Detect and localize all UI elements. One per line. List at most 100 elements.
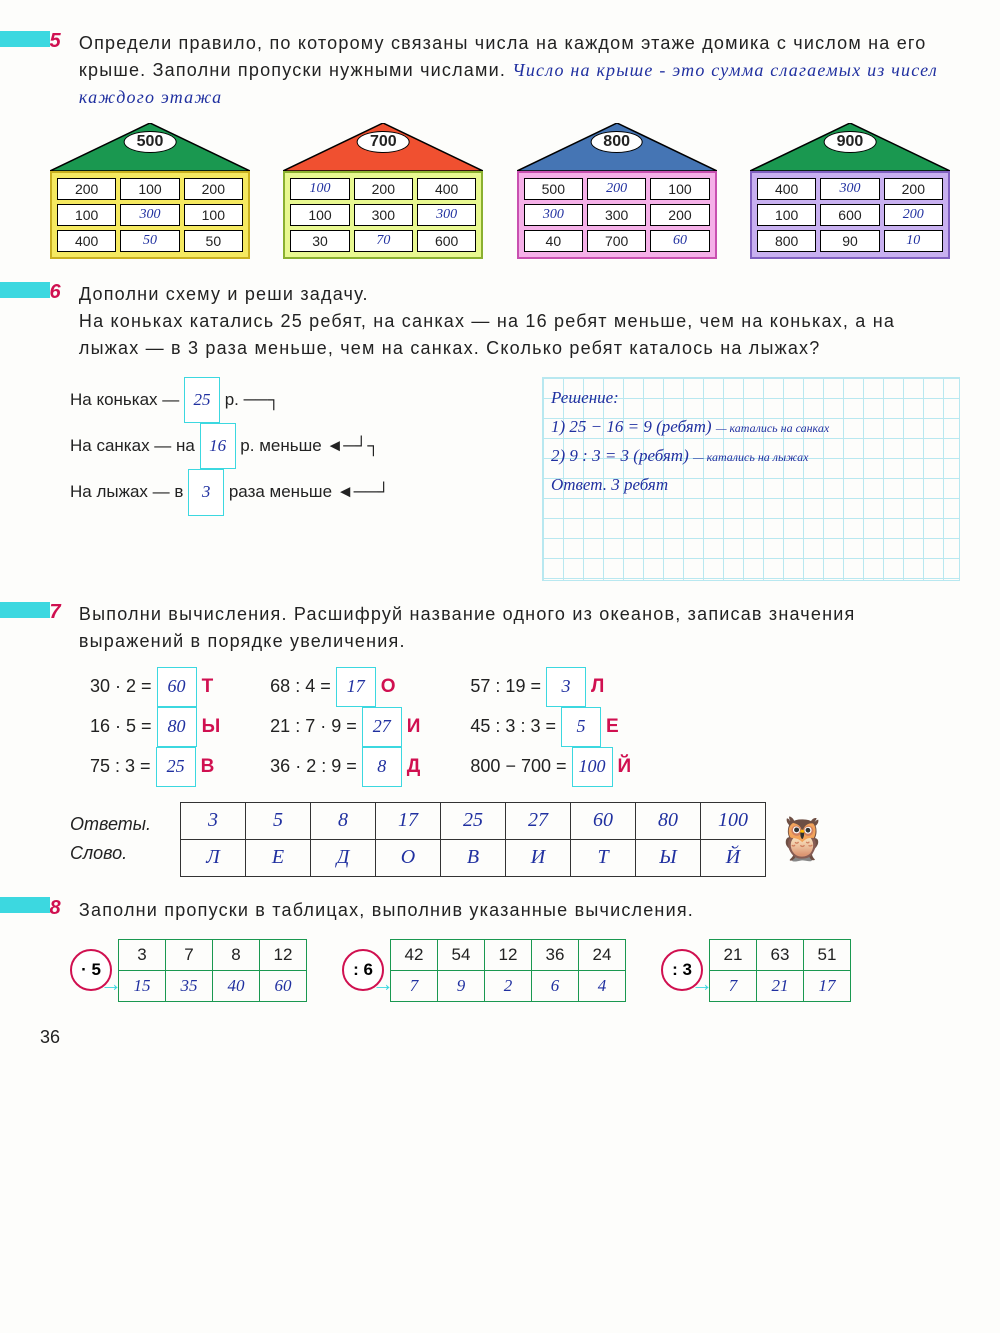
- house-cell: 100: [184, 204, 243, 226]
- cell: 42: [391, 939, 438, 970]
- accent-bar: [0, 31, 50, 47]
- roof-label: 500: [124, 131, 177, 153]
- house-cell: 30: [290, 230, 349, 252]
- equation: 45 : 3 : 3 = 5 Е: [470, 707, 631, 747]
- house-cell: 800: [757, 230, 816, 252]
- answer-cell: 100: [701, 802, 766, 839]
- house-cell: 40: [524, 230, 583, 252]
- cell: 2: [485, 970, 532, 1001]
- house: 500 2001002001003001004005050: [50, 123, 250, 259]
- house-cell: 400: [757, 178, 816, 200]
- cell: 12: [260, 939, 307, 970]
- word-row: ЛЕДОВИТЫЙ: [181, 839, 766, 876]
- house-cell: 100: [57, 204, 116, 226]
- equation: 68 : 4 = 17 О: [270, 667, 420, 707]
- cell: 6: [532, 970, 579, 1001]
- house-cell: 200: [884, 204, 943, 226]
- roof-label: 900: [824, 131, 877, 153]
- equation: 36 · 2 : 9 = 8 Д: [270, 747, 420, 787]
- equation: 75 : 3 = 25 В: [90, 747, 220, 787]
- word-cell: Ы: [636, 839, 701, 876]
- house-cell: 200: [354, 178, 413, 200]
- task-8: 8 Заполни пропуски в таблицах, выполнив …: [40, 897, 960, 1002]
- calc-table: 425412362479264: [390, 939, 626, 1002]
- house-cell: 200: [587, 178, 646, 200]
- house-cell: 500: [524, 178, 583, 200]
- house-cell: 200: [650, 204, 709, 226]
- answer-cell: 8: [311, 802, 376, 839]
- word-cell: Т: [571, 839, 636, 876]
- equation: 16 · 5 = 80 Ы: [90, 707, 220, 747]
- cell: 21: [710, 939, 757, 970]
- equation: 800 − 700 = 100 Й: [470, 747, 631, 787]
- word-cell: И: [506, 839, 571, 876]
- cell: 35: [166, 970, 213, 1001]
- house-cell: 10: [884, 230, 943, 252]
- cell: 15: [119, 970, 166, 1001]
- house-cell: 100: [650, 178, 709, 200]
- house-cell: 200: [884, 178, 943, 200]
- equation: 21 : 7 · 9 = 27 И: [270, 707, 420, 747]
- tables-row: · 5 → 3781215354060 : 6 → 42541236247926…: [70, 939, 960, 1002]
- accent-bar: [0, 282, 50, 298]
- task-6: 6 Дополни схему и реши задачу. На конька…: [40, 281, 960, 581]
- task-text: Определи правило, по которому связаны чи…: [79, 30, 939, 111]
- op-circle: : 6: [342, 949, 384, 991]
- cell: 24: [579, 939, 626, 970]
- cell: 60: [260, 970, 307, 1001]
- house-cell: 600: [820, 204, 879, 226]
- equations: 30 · 2 = 60 Т16 · 5 = 80 Ы75 : 3 = 25 В 6…: [90, 667, 960, 787]
- schema: На коньках — 25 р. ──┐ На санках — на 16…: [70, 377, 527, 516]
- house-cell: 400: [417, 178, 476, 200]
- cell: 51: [804, 939, 851, 970]
- house-cell: 90: [820, 230, 879, 252]
- house-cell: 600: [417, 230, 476, 252]
- house-cell: 60: [650, 230, 709, 252]
- accent-bar: [0, 602, 50, 618]
- cell: 17: [804, 970, 851, 1001]
- word-cell: Л: [181, 839, 246, 876]
- op-circle: : 3: [661, 949, 703, 991]
- table-unit: · 5 → 3781215354060: [70, 939, 307, 1002]
- task-text: Заполни пропуски в таблицах, выполнив ук…: [79, 897, 939, 924]
- cell: 9: [438, 970, 485, 1001]
- house-cell: 400: [57, 230, 116, 252]
- cell: 7: [166, 939, 213, 970]
- answer-cell: 80: [636, 802, 701, 839]
- cell: 12: [485, 939, 532, 970]
- house-cell: 50: [120, 230, 179, 252]
- answer-cell: 5: [246, 802, 311, 839]
- house-cell: 200: [184, 178, 243, 200]
- cell: 36: [532, 939, 579, 970]
- task-text: Дополни схему и реши задачу. На коньках …: [79, 281, 939, 362]
- house-cell: 100: [757, 204, 816, 226]
- house-cell: 300: [820, 178, 879, 200]
- house-cell: 300: [587, 204, 646, 226]
- equation: 30 · 2 = 60 Т: [90, 667, 220, 707]
- house-cell: 300: [417, 204, 476, 226]
- house-cell: 100: [290, 178, 349, 200]
- cell: 4: [579, 970, 626, 1001]
- answers-table: Ответы. Слово. 3581725276080100 ЛЕДОВИТЫ…: [70, 802, 960, 877]
- calc-table: 21635172117: [709, 939, 851, 1002]
- word-cell: Е: [246, 839, 311, 876]
- house-cell: 200: [57, 178, 116, 200]
- word-cell: Й: [701, 839, 766, 876]
- house-cell: 300: [524, 204, 583, 226]
- house-cell: 700: [587, 230, 646, 252]
- equation-column: 68 : 4 = 17 О21 : 7 · 9 = 27 И36 · 2 : 9…: [270, 667, 420, 787]
- cell: 40: [213, 970, 260, 1001]
- answer-cell: 25: [441, 802, 506, 839]
- word-cell: О: [376, 839, 441, 876]
- house-cell: 70: [354, 230, 413, 252]
- task-text: Выполни вычисления. Расшифруй название о…: [79, 601, 939, 655]
- equation-column: 57 : 19 = 3 Л45 : 3 : 3 = 5 Е800 − 700 =…: [470, 667, 631, 787]
- answer-cell: 17: [376, 802, 441, 839]
- task-5: 5 Определи правило, по которому связаны …: [40, 30, 960, 259]
- task-number: 6: [49, 281, 74, 304]
- house: 900 400300200 100600200 8009010: [750, 123, 950, 259]
- house-cell: 50: [184, 230, 243, 252]
- answer-cell: 3: [181, 802, 246, 839]
- accent-bar: [0, 897, 50, 913]
- table-unit: : 3 → 21635172117: [661, 939, 851, 1002]
